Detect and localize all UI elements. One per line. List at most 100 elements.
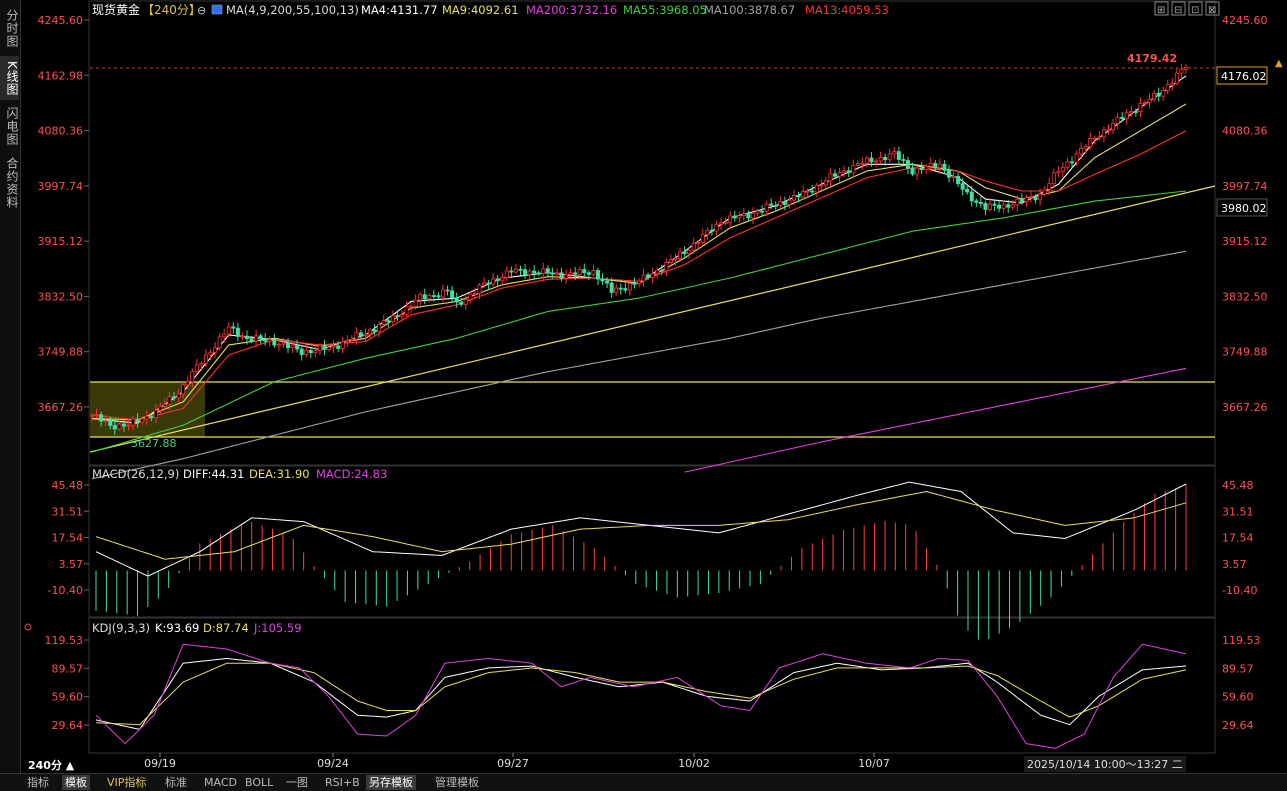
candle-body xyxy=(513,268,518,273)
svg-text:⊠: ⊠ xyxy=(1208,5,1216,16)
candle-body xyxy=(477,284,482,294)
candle-body xyxy=(956,176,961,184)
kdj-axis: 119.53 119.53 89.57 89.57 59.60 59.60 29.64 29.… xyxy=(45,634,1261,732)
candle-body xyxy=(1083,146,1088,149)
candle-body xyxy=(1161,90,1166,97)
macd-tick-label-left: 45.48 xyxy=(52,479,84,492)
candle-body xyxy=(349,338,354,341)
grid-add-icon[interactable] xyxy=(1154,1,1169,16)
candle-body xyxy=(436,295,441,298)
kdj-settings-icon[interactable] xyxy=(24,623,32,631)
candle-body xyxy=(846,170,851,174)
macd-dea: DEA:31.90 xyxy=(249,467,310,481)
kdj-tick-label-left: 89.57 xyxy=(52,662,84,675)
candle-body xyxy=(317,345,322,352)
candle-body xyxy=(545,268,550,274)
candle-body xyxy=(618,287,623,290)
macd-diff: DIFF:44.31 xyxy=(183,467,244,481)
time-range-label: 2025/10/14 10:00～13:27 二 xyxy=(1024,756,1186,772)
candle-body xyxy=(874,160,879,163)
macd-tick-label-left: -10.40 xyxy=(48,584,83,597)
svg-text:⊞: ⊞ xyxy=(1157,5,1165,16)
candle-body xyxy=(135,418,140,423)
candle-body xyxy=(559,272,564,279)
candle-body xyxy=(714,223,719,232)
macd-tick-label-left: 31.51 xyxy=(52,505,84,518)
tab-save-template[interactable]: 另存模板 xyxy=(366,775,416,790)
x-tick-label: 09/19 xyxy=(144,757,176,770)
tab-flash-chart[interactable]: 闪电图 xyxy=(5,106,19,146)
candle-body xyxy=(586,272,591,275)
grid-expand-icon[interactable] xyxy=(1205,1,1220,16)
candle-body xyxy=(1074,153,1079,163)
time-axis: 09/19 09/24 09/27 10/02 10/07 xyxy=(144,753,890,770)
candle-body xyxy=(1174,72,1179,84)
candle-body xyxy=(737,215,742,219)
settings-icon[interactable]: ⊖ xyxy=(197,4,206,17)
candle-body xyxy=(965,188,970,193)
price-tick-label-left: 3915.12 xyxy=(38,235,84,248)
tab-kline-chart[interactable]: K线图 xyxy=(0,56,19,100)
candle-body xyxy=(641,274,646,282)
symbol-name: 现货黄金 xyxy=(92,2,140,17)
candle-body xyxy=(887,153,892,161)
candle-body xyxy=(1156,92,1161,97)
candle-body xyxy=(997,204,1002,209)
candle-body xyxy=(1179,68,1184,74)
marker-price: 3980.02 xyxy=(1221,202,1267,215)
tab-vip-indicators[interactable]: VIP指标 xyxy=(107,776,147,789)
candle-body xyxy=(240,335,245,338)
candle-body xyxy=(308,349,313,354)
candle-body xyxy=(117,423,122,430)
tab-manage-template[interactable]: 管理模板 xyxy=(435,776,479,789)
price-tick-label-right: 3915.12 xyxy=(1222,235,1268,248)
candlesticks xyxy=(90,63,1189,435)
svg-text:⊡: ⊡ xyxy=(1191,5,1199,16)
ma-line-ma9 xyxy=(91,103,1187,421)
candle-body xyxy=(928,162,933,167)
kdj-tick-label-right: 89.57 xyxy=(1222,662,1254,675)
grid-remove-icon[interactable] xyxy=(1171,1,1186,16)
grid-shrink-icon[interactable] xyxy=(1188,1,1203,16)
candle-body xyxy=(801,191,806,198)
candle-body xyxy=(331,345,336,348)
candle-body xyxy=(509,270,514,273)
tab-time-chart[interactable]: 分时图 xyxy=(5,8,19,48)
candle-body xyxy=(782,201,787,205)
ma-indicator-icon[interactable] xyxy=(211,4,223,15)
candle-body xyxy=(778,201,783,206)
x-tick-label: 10/07 xyxy=(858,757,890,770)
tab-rsi-b[interactable]: RSI+B xyxy=(325,776,360,789)
tab-one-chart[interactable]: 一图 xyxy=(286,776,308,789)
price-tick-label-left: 4245.60 xyxy=(38,14,84,27)
candle-body xyxy=(568,272,573,276)
candle-body xyxy=(1051,172,1056,185)
candle-body xyxy=(281,342,286,345)
macd-histogram xyxy=(95,484,1187,640)
candle-body xyxy=(582,269,587,274)
candle-body xyxy=(354,332,359,340)
candle-body xyxy=(564,274,569,279)
candle-body xyxy=(1001,204,1006,209)
x-tick-label: 10/02 xyxy=(678,757,710,770)
candle-body xyxy=(258,335,263,340)
macd-tick-label-left: 3.57 xyxy=(59,558,84,571)
candle-body xyxy=(94,414,99,417)
candle-body xyxy=(450,290,455,299)
candle-body xyxy=(295,344,300,350)
candle-body xyxy=(459,301,464,305)
ma-line-ma55 xyxy=(91,190,1187,453)
tab-macd[interactable]: MACD xyxy=(204,776,237,789)
candle-body xyxy=(126,424,131,427)
candle-body xyxy=(254,335,259,342)
tab-standard[interactable]: 标准 xyxy=(165,776,187,789)
candle-body xyxy=(1111,122,1116,131)
tab-contract-info[interactable]: 合约资料 xyxy=(5,157,19,209)
candle-body xyxy=(937,163,942,169)
tab-indicators[interactable]: 指标 xyxy=(27,776,49,789)
timeframe-label[interactable]: 240分 ▲ xyxy=(28,759,75,772)
price-tick-label-left: 3997.74 xyxy=(38,180,84,193)
candle-body xyxy=(108,420,113,426)
tab-boll[interactable]: BOLL xyxy=(245,776,274,789)
tab-template[interactable]: 模板 xyxy=(62,775,90,790)
